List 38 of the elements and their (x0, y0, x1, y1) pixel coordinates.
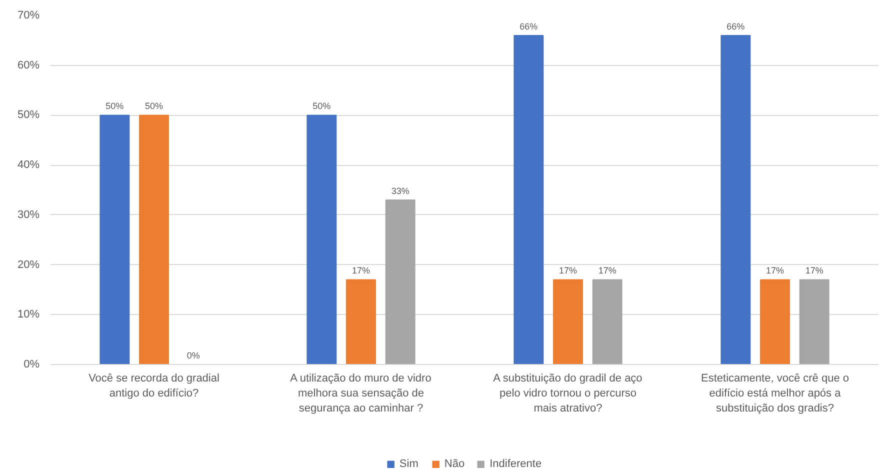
bar (553, 279, 583, 364)
x-tick-label: A substituição do gradil de aço pelo vidro tornou o percurso mais atrativo? (493, 372, 642, 414)
data-label: 17% (558, 266, 578, 276)
legend-label: Sim (399, 458, 420, 470)
bar (720, 34, 751, 364)
data-label: 66% (520, 21, 538, 32)
data-label: 17% (352, 266, 370, 276)
data-label: 66% (726, 21, 745, 32)
y-tick-label: 70% (17, 10, 40, 22)
data-label: 50% (312, 101, 331, 112)
x-tick-label: Esteticamente, você crê que o edifício está melhor após a substituição dos gradis? (701, 372, 849, 414)
bar (306, 114, 337, 364)
legend-label: Indiferente (490, 458, 542, 470)
bar (346, 279, 376, 364)
bar (799, 279, 830, 364)
y-tick-label: 50% (17, 109, 40, 122)
bar (139, 114, 169, 364)
data-label: 17% (766, 266, 784, 276)
y-tick-label: 60% (17, 59, 40, 72)
bar (100, 114, 130, 364)
data-label: 17% (805, 266, 824, 276)
y-tick-label: 40% (17, 159, 40, 172)
y-tick-label: 0% (24, 358, 40, 370)
data-label: 50% (106, 101, 124, 112)
y-tick-label: 10% (17, 308, 40, 321)
y-tick-label: 20% (17, 258, 40, 271)
bar (514, 34, 544, 364)
y-tick-label: 30% (17, 208, 40, 221)
legend-label: Não (444, 458, 465, 470)
bar (592, 279, 622, 364)
bar (760, 279, 790, 364)
data-label: 0% (186, 350, 200, 360)
x-tick-label: Você se recorda do gradial antigo do edifício? (88, 372, 220, 400)
data-label: 50% (144, 101, 164, 112)
data-label: 17% (598, 266, 616, 276)
data-label: 33% (391, 186, 410, 196)
bar (385, 199, 416, 364)
x-tick-label: A utilização do muro de vidro melhora sua sensação de segurança ao caminhar ? (290, 372, 432, 414)
